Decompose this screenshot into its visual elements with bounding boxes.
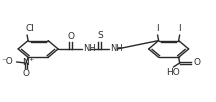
Text: Cl: Cl: [26, 24, 35, 33]
Text: I: I: [178, 24, 181, 33]
Text: ⁻O: ⁻O: [2, 57, 13, 66]
Text: S: S: [97, 32, 103, 40]
Text: +: +: [29, 57, 34, 62]
Text: N: N: [23, 58, 29, 67]
Text: O: O: [22, 69, 30, 78]
Text: O: O: [193, 58, 200, 67]
Text: I: I: [156, 24, 159, 33]
Text: NH: NH: [83, 44, 95, 53]
Text: O: O: [67, 32, 74, 41]
Text: HO: HO: [166, 68, 180, 77]
Text: NH: NH: [110, 44, 122, 53]
